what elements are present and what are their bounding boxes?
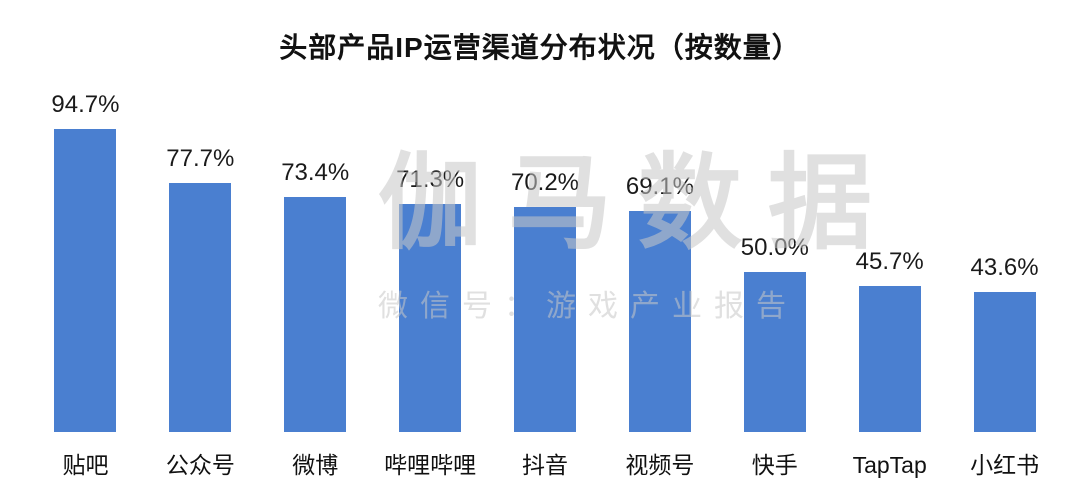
- bar-column: 94.7% 贴吧: [28, 91, 143, 482]
- bar-column: 50.0% 快手: [717, 234, 832, 482]
- category-label: 贴吧: [62, 452, 109, 478]
- bar-value-label: 70.2%: [510, 169, 580, 196]
- category-label: 微博: [292, 452, 339, 478]
- category-label: TapTap: [852, 452, 927, 478]
- bar: [973, 292, 1036, 432]
- bar-value-label: 73.4%: [281, 159, 350, 186]
- bar-value-label: 77.7%: [166, 145, 235, 172]
- bar-value-label: 71.3%: [396, 166, 465, 193]
- category-label: 公众号: [165, 452, 235, 478]
- bar: [399, 204, 462, 432]
- chart-title: 头部产品IP运营渠道分布状况（按数量）: [279, 32, 801, 63]
- category-label: 抖音: [522, 452, 568, 478]
- bar: [54, 129, 117, 432]
- bar-column: 69.1% 视频号: [602, 173, 717, 482]
- bar: [743, 272, 806, 432]
- bar-chart: 94.7% 贴吧 77.7% 公众号 73.4% 微博 71.3% 哔哩哔哩 70.2% 抖音 69…: [28, 91, 1062, 482]
- bar: [514, 207, 576, 432]
- category-label: 小红书: [970, 452, 1040, 478]
- bar-value-label: 45.7%: [855, 248, 924, 275]
- bar: [628, 211, 691, 432]
- bar-value-label: 94.7%: [51, 91, 120, 118]
- bar: [284, 197, 347, 432]
- bar: [169, 183, 232, 432]
- bar-value-label: 43.6%: [970, 254, 1039, 281]
- bar-column: 73.4% 微博: [258, 159, 373, 482]
- category-label: 视频号: [625, 452, 695, 478]
- bar-column: 70.2% 抖音: [488, 169, 603, 482]
- bar: [858, 286, 921, 432]
- category-label: 快手: [751, 452, 798, 478]
- bar-column: 43.6% 小红书: [947, 254, 1062, 482]
- bar-value-label: 50.0%: [740, 234, 809, 261]
- category-label: 哔哩哔哩: [384, 452, 477, 478]
- bar-column: 77.7% 公众号: [143, 145, 258, 482]
- bar-column: 45.7% TapTap: [832, 248, 947, 482]
- bar-value-label: 69.1%: [625, 173, 694, 200]
- bar-column: 71.3% 哔哩哔哩: [373, 166, 488, 482]
